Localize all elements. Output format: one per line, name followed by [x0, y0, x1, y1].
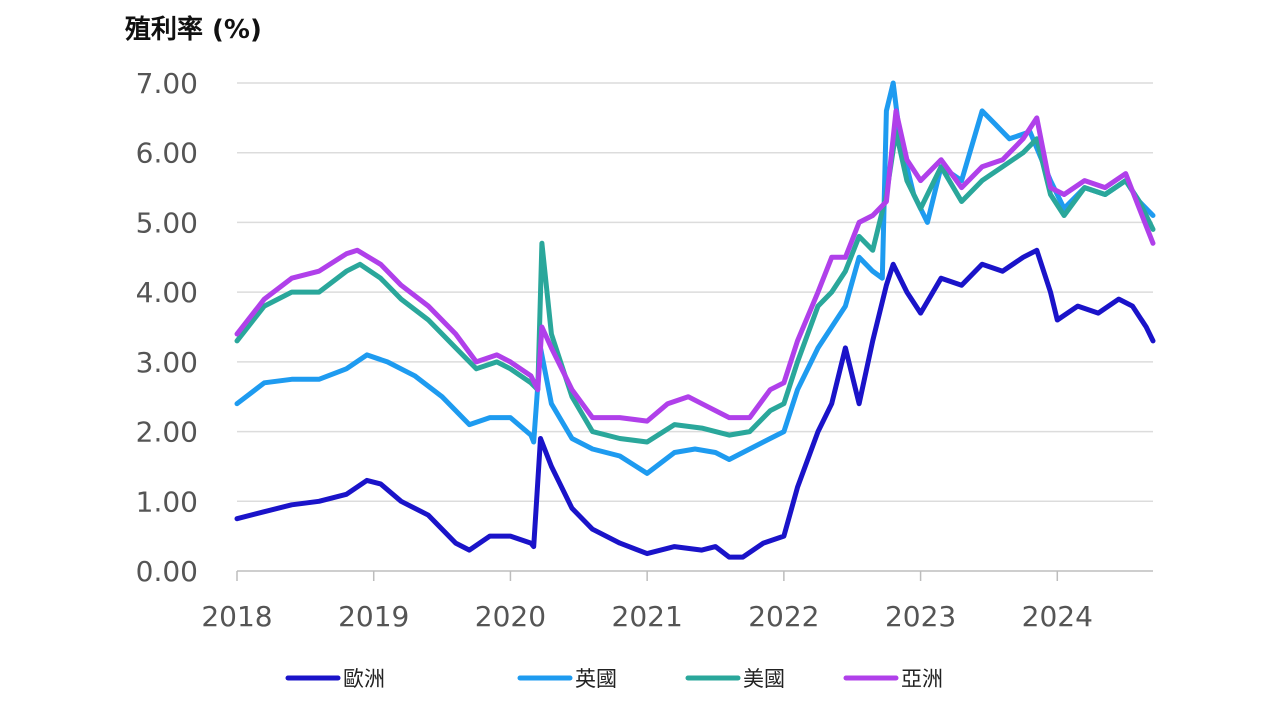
x-tick-label: 2023: [885, 600, 956, 633]
y-tick-label: 6.00: [136, 137, 198, 170]
series-line-3: [234, 108, 1156, 424]
y-tick-label: 1.00: [136, 485, 198, 518]
series-line-1: [234, 80, 1156, 476]
legend: 歐洲 英國 美國 亞洲: [285, 667, 943, 691]
x-tick-label: 2020: [475, 600, 546, 633]
y-tick-label: 7.00: [136, 67, 198, 100]
y-tick-label: 0.00: [136, 555, 198, 588]
series-line-0: [234, 247, 1156, 560]
series-line-2: [234, 129, 1156, 445]
legend-label-1: 英國: [575, 667, 617, 691]
legend-label-2: 美國: [743, 667, 785, 691]
y-tick-label: 4.00: [136, 276, 198, 309]
x-tick-label: 2024: [1022, 600, 1093, 633]
x-tick-labels: 2018 2019 2020 2021 2022 2023 2024: [201, 571, 1093, 633]
y-tick-label: 3.00: [136, 346, 198, 379]
y-tick-labels: 0.00 1.00 2.00 3.00 4.00 5.00 6.00 7.00: [136, 67, 198, 588]
legend-label-3: 亞洲: [901, 667, 943, 691]
y-tick-label: 5.00: [136, 206, 198, 239]
y-tick-label: 2.00: [136, 416, 198, 449]
x-tick-label: 2018: [201, 600, 272, 633]
legend-label-0: 歐洲: [343, 667, 385, 691]
y-axis-title: 殖利率 (%): [125, 14, 262, 45]
x-tick-label: 2022: [748, 600, 819, 633]
x-tick-label: 2021: [612, 600, 683, 633]
series-lines: [234, 80, 1156, 560]
x-tick-label: 2019: [338, 600, 409, 633]
